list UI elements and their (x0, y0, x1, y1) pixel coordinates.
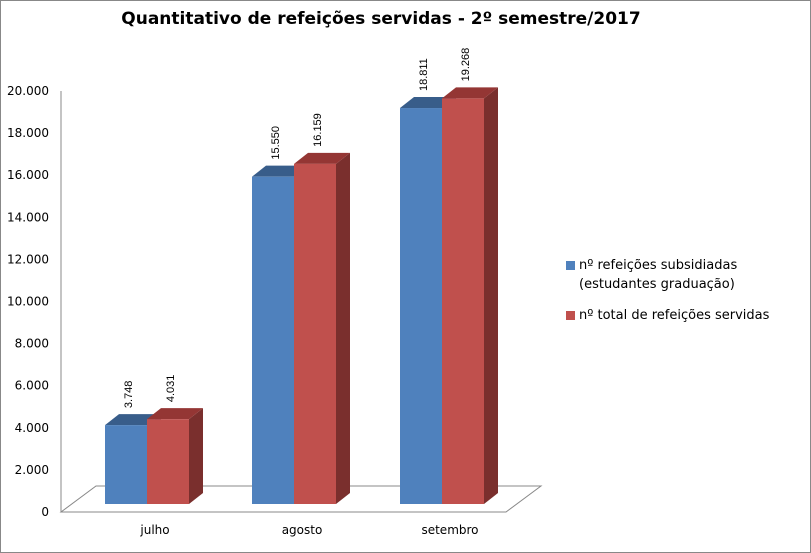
data-label: 15.550 (270, 126, 282, 160)
y-tick-label: 2.000 (15, 463, 49, 477)
bar-top (442, 87, 498, 99)
y-tick-label: 12.000 (7, 252, 49, 266)
bar (147, 419, 189, 504)
legend-item-total: nº total de refeições servidas (566, 306, 796, 325)
legend-swatch-red (566, 311, 575, 320)
data-label: 19.268 (460, 48, 472, 82)
chart-title: Quantitativo de refeições servidas - 2º … (121, 9, 641, 29)
bar (400, 108, 442, 505)
bar-top (294, 152, 350, 164)
y-tick-label: 18.000 (7, 126, 49, 140)
y-tick-label: 4.000 (15, 421, 49, 435)
data-label: 3.748 (123, 381, 135, 409)
y-tick-label: 10.000 (7, 295, 49, 309)
legend: nº refeições subsidiadas (estudantes gra… (566, 256, 796, 337)
data-label: 18.811 (418, 58, 430, 91)
y-tick-label: 16.000 (7, 168, 49, 182)
floor (59, 485, 543, 513)
bar (252, 176, 294, 505)
bar (294, 163, 336, 505)
x-tick-label: julho (139, 523, 169, 537)
x-tick-label: setembro (421, 523, 478, 537)
legend-label: nº total de refeições servidas (579, 308, 770, 323)
bar (105, 425, 147, 504)
x-tick-label: agosto (282, 523, 323, 537)
y-tick-label: 20.000 (7, 84, 49, 98)
legend-label: nº refeições subsidiadas (estudantes gra… (579, 258, 738, 292)
data-label: 4.031 (165, 375, 177, 403)
legend-item-subsidiadas: nº refeições subsidiadas (estudantes gra… (566, 256, 796, 294)
y-tick-label: 0 (41, 505, 49, 519)
y-tick-label: 14.000 (7, 210, 49, 224)
bar-top (147, 408, 203, 420)
legend-swatch-blue (566, 261, 575, 270)
bar (442, 98, 484, 504)
y-tick-label: 8.000 (15, 337, 49, 351)
bar-side (189, 408, 203, 504)
bar-side (336, 152, 350, 505)
data-label: 16.159 (312, 113, 324, 147)
bar-side (484, 87, 498, 504)
y-tick-label: 6.000 (15, 379, 49, 393)
